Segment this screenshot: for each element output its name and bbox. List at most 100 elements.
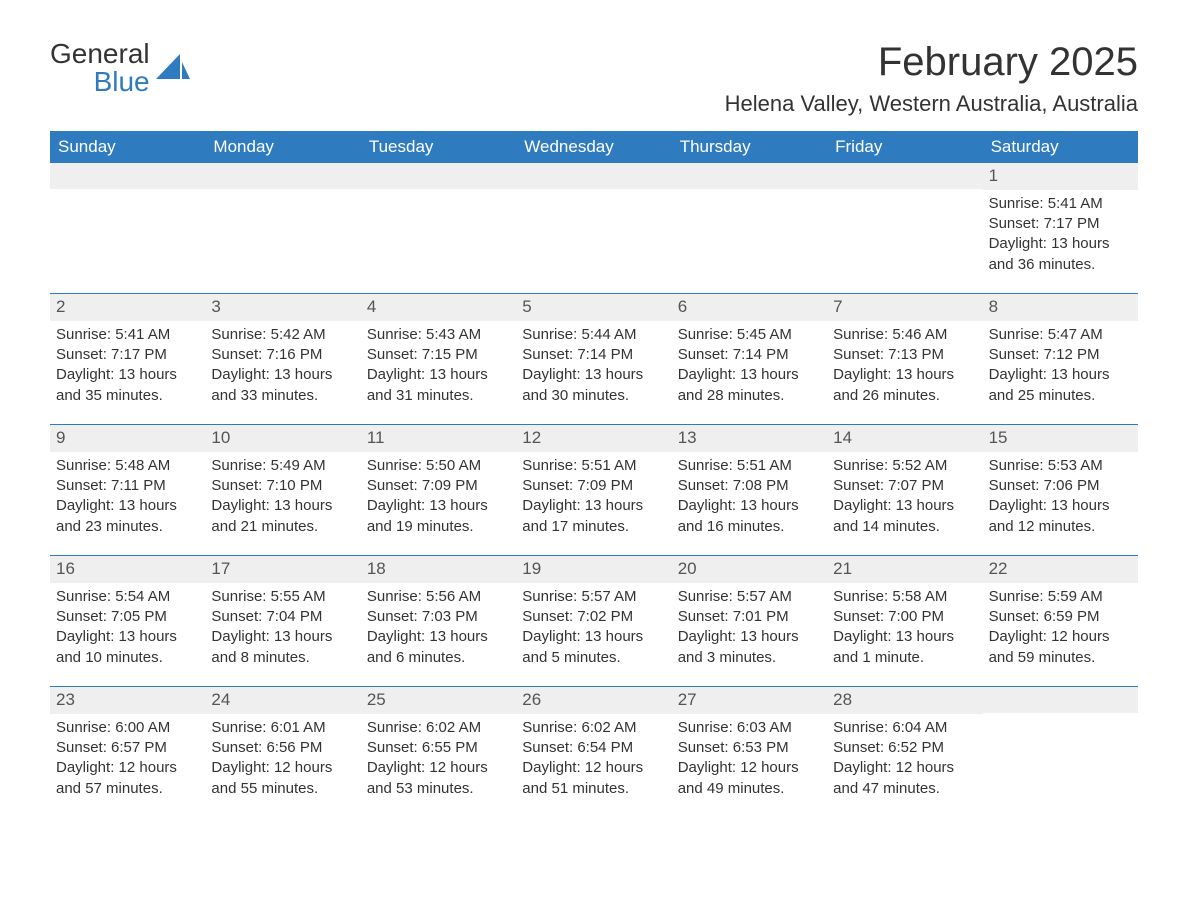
- cell-body: Sunrise: 5:56 AMSunset: 7:03 PMDaylight:…: [361, 583, 516, 678]
- daylight-text: Daylight: 13 hours and 25 minutes.: [989, 365, 1132, 406]
- sunrise-text: Sunrise: 5:45 AM: [678, 325, 821, 345]
- day-number: 3: [205, 294, 360, 321]
- day-number: 4: [361, 294, 516, 321]
- sunset-text: Sunset: 7:09 PM: [367, 476, 510, 496]
- logo: General Blue: [50, 40, 190, 96]
- calendar-cell: 19 Sunrise: 5:57 AMSunset: 7:02 PMDayligh…: [516, 556, 671, 686]
- cell-body: Sunrise: 5:52 AMSunset: 7:07 PMDaylight:…: [827, 452, 982, 547]
- daylight-text: Daylight: 13 hours and 21 minutes.: [211, 496, 354, 537]
- cell-body: Sunrise: 5:58 AMSunset: 7:00 PMDaylight:…: [827, 583, 982, 678]
- title-block: February 2025 Helena Valley, Western Aus…: [725, 40, 1138, 117]
- sunset-text: Sunset: 7:10 PM: [211, 476, 354, 496]
- day-header-row: Sunday Monday Tuesday Wednesday Thursday…: [50, 131, 1138, 163]
- sunrise-text: Sunrise: 5:54 AM: [56, 587, 199, 607]
- sunset-text: Sunset: 7:05 PM: [56, 607, 199, 627]
- sunrise-text: Sunrise: 6:00 AM: [56, 718, 199, 738]
- daylight-text: Daylight: 13 hours and 14 minutes.: [833, 496, 976, 537]
- sunrise-text: Sunrise: 5:57 AM: [678, 587, 821, 607]
- daylight-text: Daylight: 12 hours and 53 minutes.: [367, 758, 510, 799]
- day-number: 21: [827, 556, 982, 583]
- calendar-cell: 16Sunrise: 5:54 AMSunset: 7:05 PMDayligh…: [50, 556, 205, 686]
- day-number: 25: [361, 687, 516, 714]
- logo-text: General Blue: [50, 40, 150, 96]
- calendar: Sunday Monday Tuesday Wednesday Thursday…: [50, 131, 1138, 817]
- sunset-text: Sunset: 7:09 PM: [522, 476, 665, 496]
- day-number: 11: [361, 425, 516, 452]
- sunrise-text: Sunrise: 5:50 AM: [367, 456, 510, 476]
- calendar-cell: 9Sunrise: 5:48 AMSunset: 7:11 PMDaylight…: [50, 425, 205, 555]
- day-number: 10: [205, 425, 360, 452]
- day-number: 7: [827, 294, 982, 321]
- day-number: 6: [672, 294, 827, 321]
- location: Helena Valley, Western Australia, Austra…: [725, 91, 1138, 117]
- day-number: 5: [516, 294, 671, 321]
- cell-body: Sunrise: 6:02 AMSunset: 6:55 PMDaylight:…: [361, 714, 516, 809]
- sunrise-text: Sunrise: 6:04 AM: [833, 718, 976, 738]
- day-number: 20: [672, 556, 827, 583]
- calendar-cell: 13Sunrise: 5:51 AMSunset: 7:08 PMDayligh…: [672, 425, 827, 555]
- calendar-cell: 5Sunrise: 5:44 AMSunset: 7:14 PMDaylight…: [516, 294, 671, 424]
- calendar-cell: 14Sunrise: 5:52 AMSunset: 7:07 PMDayligh…: [827, 425, 982, 555]
- daylight-text: Daylight: 13 hours and 5 minutes.: [522, 627, 665, 668]
- sunset-text: Sunset: 7:16 PM: [211, 345, 354, 365]
- sunrise-text: Sunrise: 5:49 AM: [211, 456, 354, 476]
- day-number: 19: [516, 556, 671, 583]
- sunset-text: Sunset: 6:52 PM: [833, 738, 976, 758]
- cell-body: Sunrise: 6:03 AMSunset: 6:53 PMDaylight:…: [672, 714, 827, 809]
- sunset-text: Sunset: 7:07 PM: [833, 476, 976, 496]
- sunrise-text: Sunrise: 5:55 AM: [211, 587, 354, 607]
- cell-body: Sunrise: 5:53 AMSunset: 7:06 PMDaylight:…: [983, 452, 1138, 547]
- sunset-text: Sunset: 7:02 PM: [522, 607, 665, 627]
- sunrise-text: Sunrise: 5:44 AM: [522, 325, 665, 345]
- cell-body: Sunrise: 5:41 AMSunset: 7:17 PMDaylight:…: [50, 321, 205, 416]
- day-number: [827, 163, 982, 189]
- sunrise-text: Sunrise: 5:57 AM: [522, 587, 665, 607]
- logo-sail-icon: [156, 54, 190, 82]
- week-row: 23Sunrise: 6:00 AMSunset: 6:57 PMDayligh…: [50, 686, 1138, 817]
- logo-word-1: General: [50, 38, 150, 69]
- weeks-container: 1Sunrise: 5:41 AMSunset: 7:17 PMDaylight…: [50, 163, 1138, 817]
- day-number: 24: [205, 687, 360, 714]
- cell-body: Sunrise: 5:51 AMSunset: 7:09 PMDaylight:…: [516, 452, 671, 547]
- cell-body: Sunrise: 5:59 AMSunset: 6:59 PMDaylight:…: [983, 583, 1138, 678]
- cell-body: Sunrise: 5:41 AMSunset: 7:17 PMDaylight:…: [983, 190, 1138, 285]
- daylight-text: Daylight: 13 hours and 17 minutes.: [522, 496, 665, 537]
- sunrise-text: Sunrise: 6:03 AM: [678, 718, 821, 738]
- sunset-text: Sunset: 7:00 PM: [833, 607, 976, 627]
- sunset-text: Sunset: 7:08 PM: [678, 476, 821, 496]
- calendar-cell: [361, 163, 516, 293]
- sunrise-text: Sunrise: 6:01 AM: [211, 718, 354, 738]
- sunset-text: Sunset: 7:12 PM: [989, 345, 1132, 365]
- sunset-text: Sunset: 7:17 PM: [989, 214, 1132, 234]
- week-row: 16 Sunrise: 5:54 AMSunset: 7:05 PM Dayligh…: [50, 555, 1138, 686]
- cell-body: Sunrise: 5:55 AMSunset: 7:04 PMDaylight:…: [205, 583, 360, 678]
- sunrise-text: Sunrise: 5:42 AM: [211, 325, 354, 345]
- sunrise-text: Sunrise: 5:43 AM: [367, 325, 510, 345]
- cell-body: Sunrise: 6:04 AMSunset: 6:52 PMDaylight:…: [827, 714, 982, 809]
- calendar-cell: 28Sunrise: 6:04 AMSunset: 6:52 PMDayligh…: [827, 687, 982, 817]
- calendar-cell: 7Sunrise: 5:46 AMSunset: 7:13 PMDaylight…: [827, 294, 982, 424]
- daylight-text: Daylight: 12 hours and 51 minutes.: [522, 758, 665, 799]
- cell-body: Sunrise: 5:57 AMSunset: 7:01 PMDaylight:…: [672, 583, 827, 678]
- daylight-text: Daylight: 13 hours and 8 minutes.: [211, 627, 354, 668]
- day-number: 23: [50, 687, 205, 714]
- calendar-cell: 17Sunrise: 5:55 AMSunset: 7:04 PMDayligh…: [205, 556, 360, 686]
- sunrise-text: Sunrise: 5:58 AM: [833, 587, 976, 607]
- day-number: 16: [50, 556, 205, 583]
- daylight-text: Daylight: 13 hours and 26 minutes.: [833, 365, 976, 406]
- week-row: 9Sunrise: 5:48 AMSunset: 7:11 PMDaylight…: [50, 424, 1138, 555]
- sunrise-text: Sunrise: 5:56 AM: [367, 587, 510, 607]
- daylight-text: Daylight: 13 hours and 3 minutes.: [678, 627, 821, 668]
- sunrise-text: Sunrise: 6:02 AM: [522, 718, 665, 738]
- daylight-text: Daylight: 13 hours and 23 minutes.: [56, 496, 199, 537]
- calendar-cell: 8Sunrise: 5:47 AMSunset: 7:12 PMDaylight…: [983, 294, 1138, 424]
- calendar-cell: [516, 163, 671, 293]
- sunset-text: Sunset: 7:14 PM: [678, 345, 821, 365]
- sunset-text: Sunset: 6:59 PM: [989, 607, 1132, 627]
- sunset-text: Sunset: 7:03 PM: [367, 607, 510, 627]
- day-number: 17: [205, 556, 360, 583]
- calendar-cell: [827, 163, 982, 293]
- cell-body: Sunrise: 6:02 AMSunset: 6:54 PMDaylight:…: [516, 714, 671, 809]
- calendar-cell: 24Sunrise: 6:01 AMSunset: 6:56 PMDayligh…: [205, 687, 360, 817]
- day-number: 27: [672, 687, 827, 714]
